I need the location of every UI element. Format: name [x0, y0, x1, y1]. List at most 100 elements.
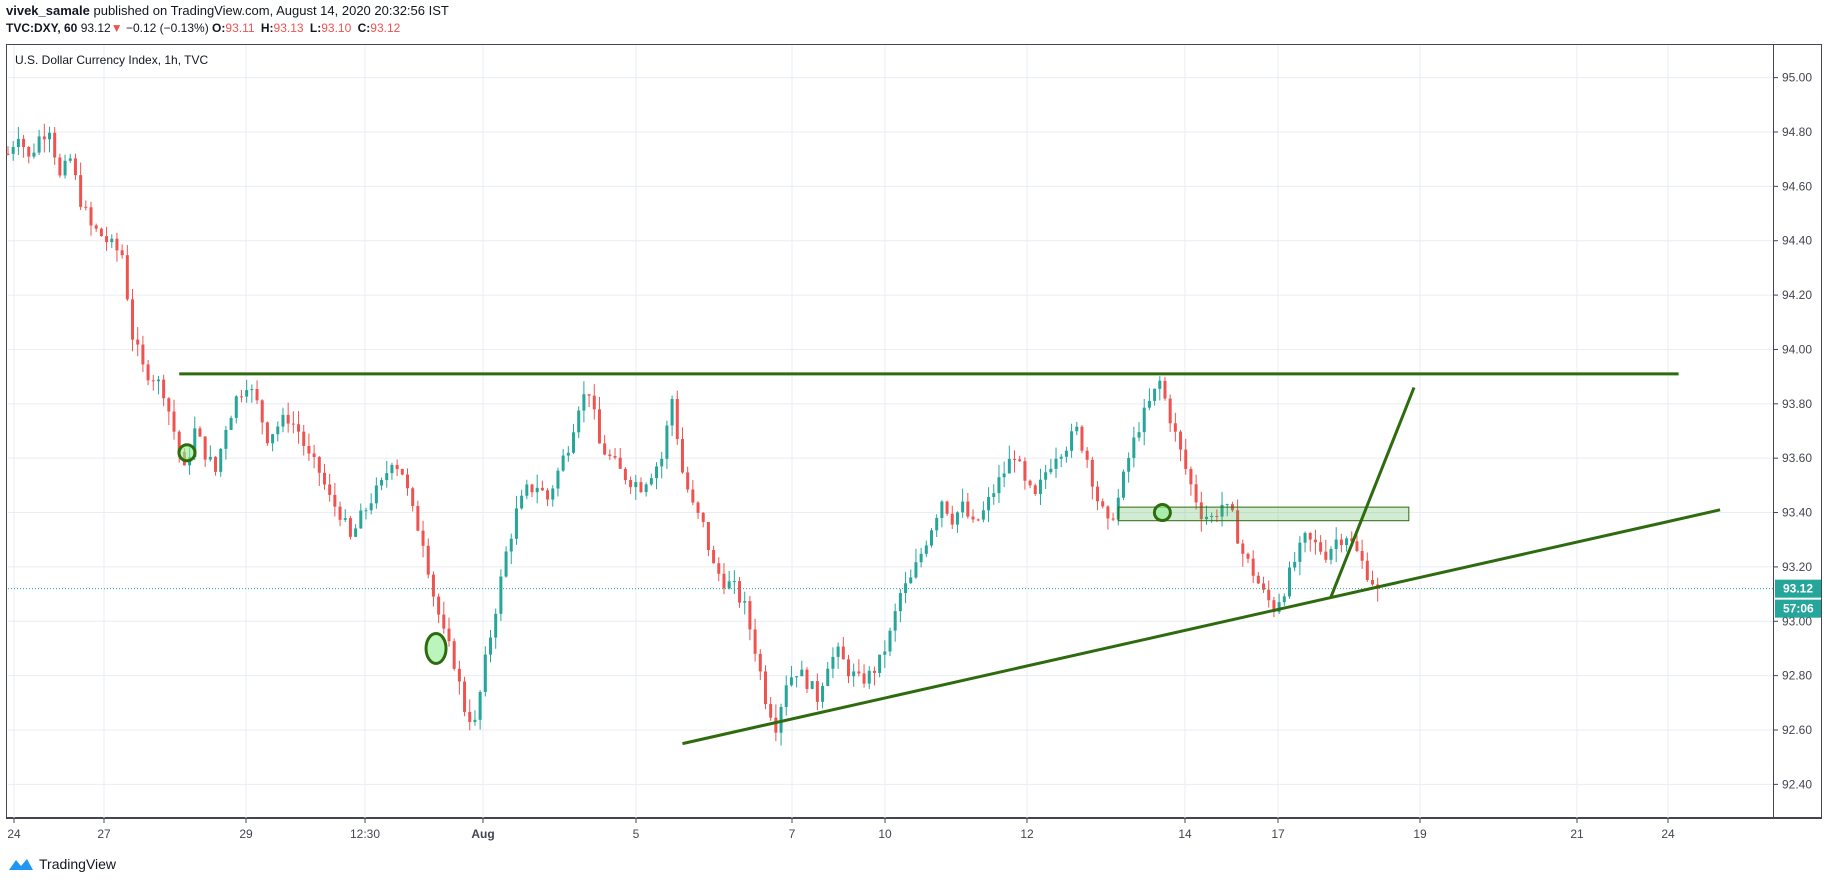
candle-body: [437, 596, 441, 615]
candle-body: [198, 428, 202, 437]
candle-body: [411, 488, 415, 507]
y-tick-label: 92.80: [1782, 669, 1812, 683]
candle-body: [374, 485, 378, 504]
candle-body: [1262, 583, 1266, 590]
candle-body: [146, 364, 150, 381]
y-tick-label: 93.00: [1782, 614, 1812, 628]
candle-body: [1199, 502, 1203, 520]
candle-body: [11, 147, 15, 154]
grid: [8, 45, 1773, 818]
candle-body: [836, 646, 840, 657]
candle-body: [385, 473, 389, 480]
candle-body: [431, 574, 435, 597]
candle-body: [245, 390, 249, 397]
candle-body: [872, 670, 876, 673]
candle-body: [302, 431, 306, 446]
candle-body: [1179, 431, 1183, 450]
candle-body: [421, 530, 425, 546]
candle-body: [478, 691, 482, 720]
high-value: 93.13: [273, 21, 304, 35]
candle-body: [727, 581, 731, 589]
price-axis[interactable]: 95.00 94.80 94.60 94.40 94.20 94.00 93.80 93.60…: [1773, 71, 1821, 792]
candle-body: [893, 611, 897, 631]
footer: TradingView: [8, 856, 116, 872]
candle-body: [115, 238, 119, 251]
candle-body: [831, 656, 835, 669]
candle-body: [489, 637, 493, 655]
candle-body: [193, 428, 197, 458]
time-axis[interactable]: 24 27 29 12:30 Aug 5 7 10 12 14 17 19 21 24: [7, 818, 1675, 841]
candle-body: [276, 426, 280, 435]
candle-body: [328, 484, 332, 495]
y-tick-label: 93.40: [1782, 506, 1812, 520]
candle-body: [120, 250, 124, 256]
countdown-badge-bg: [1775, 599, 1821, 618]
candle-body: [587, 394, 591, 396]
candle-body: [1324, 551, 1328, 560]
candle-body: [867, 670, 871, 684]
candle-body: [743, 601, 747, 603]
candle-body: [359, 510, 363, 529]
highlight-ellipse: [177, 443, 197, 463]
candle-body: [1147, 400, 1151, 408]
candle-body: [686, 472, 690, 490]
candle-body: [1054, 458, 1058, 469]
candle-body: [229, 417, 233, 430]
candle-body: [504, 551, 508, 577]
author-name[interactable]: vivek_samale: [6, 3, 90, 18]
candle-body: [291, 423, 295, 425]
candle-body: [924, 545, 928, 554]
y-tick-label: 93.60: [1782, 451, 1812, 465]
candle-body: [706, 521, 710, 551]
candle-body: [1023, 461, 1027, 481]
candle-body: [758, 653, 762, 672]
candle-body: [1313, 539, 1317, 543]
candle-body: [1142, 407, 1146, 433]
candle-body: [846, 659, 850, 677]
candle-body: [971, 516, 975, 520]
countdown-badge: 57:06: [1775, 599, 1821, 618]
candle-body: [27, 147, 31, 157]
candle-body: [629, 480, 633, 488]
candle-body: [172, 411, 176, 432]
candle-body: [592, 395, 596, 410]
candle-body: [597, 409, 601, 444]
candle-body: [219, 448, 223, 472]
candle-body: [691, 489, 695, 503]
candle-body: [1044, 472, 1048, 480]
last-price: 93.12: [80, 21, 111, 35]
candle-body: [94, 225, 98, 229]
candle-body: [919, 553, 923, 563]
candle-body: [950, 513, 954, 525]
candle-body: [1070, 431, 1074, 451]
candle-body: [1204, 516, 1208, 520]
candle-body: [1210, 515, 1214, 517]
x-tick-label: 12: [1020, 827, 1034, 841]
candle-body: [1329, 548, 1333, 560]
y-tick-label: 94.80: [1782, 125, 1812, 139]
candle-body: [556, 470, 560, 489]
footer-brand[interactable]: TradingView: [39, 856, 117, 872]
x-tick-label: 12:30: [350, 827, 380, 841]
candle-body: [1111, 518, 1115, 520]
candle-body: [348, 518, 352, 537]
candle-body: [888, 630, 892, 652]
candle-body: [789, 677, 793, 686]
tradingview-logo-icon[interactable]: [8, 857, 34, 871]
candle-body: [1251, 558, 1255, 576]
open-value: 93.11: [225, 21, 255, 35]
candle-body: [1220, 504, 1224, 517]
candle-body: [665, 425, 669, 459]
candle-body: [520, 495, 524, 509]
candle-body: [748, 601, 752, 630]
candle-body: [769, 704, 773, 718]
publish-text: published on TradingView.com, August 14,…: [93, 3, 449, 18]
x-tick-label: 7: [789, 827, 796, 841]
candle-body: [644, 484, 648, 493]
candle-body: [208, 456, 212, 460]
candle-body: [447, 628, 451, 642]
candle-body: [338, 506, 342, 520]
candle-body: [73, 158, 77, 176]
candle-body: [862, 673, 866, 684]
